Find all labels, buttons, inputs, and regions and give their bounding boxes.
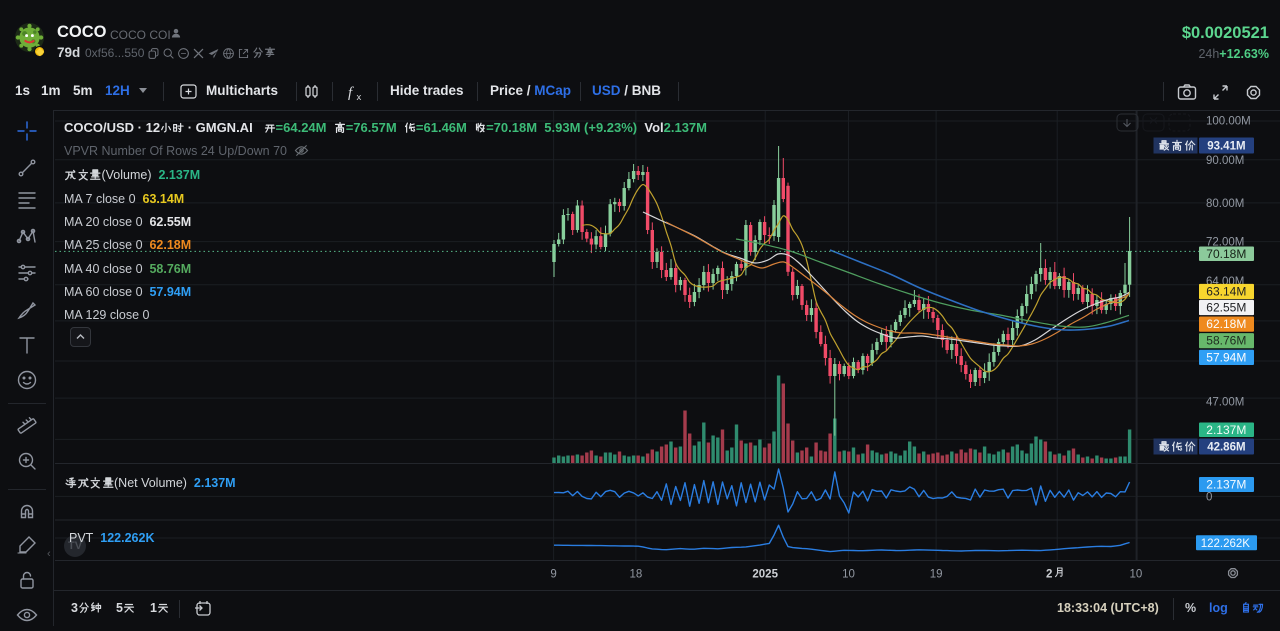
svg-text:9: 9 bbox=[550, 569, 556, 581]
svg-text:19: 19 bbox=[930, 569, 943, 581]
svg-text:90.00M: 90.00M bbox=[1206, 155, 1244, 167]
svg-text:2025: 2025 bbox=[752, 569, 778, 581]
svg-text:10: 10 bbox=[842, 569, 855, 581]
svg-text:2: 2 bbox=[1046, 569, 1052, 581]
svg-text:57.94M: 57.94M bbox=[1206, 350, 1246, 364]
svg-text:47.00M: 47.00M bbox=[1206, 396, 1244, 408]
svg-text:63.14M: 63.14M bbox=[1206, 285, 1246, 299]
svg-text:10: 10 bbox=[1130, 569, 1143, 581]
svg-text:72.00M: 72.00M bbox=[1206, 236, 1244, 248]
svg-text:0: 0 bbox=[1206, 491, 1212, 503]
svg-text:70.18M: 70.18M bbox=[1206, 247, 1246, 261]
svg-text:2.137M: 2.137M bbox=[1206, 478, 1246, 492]
svg-text:x: x bbox=[357, 92, 362, 102]
svg-text:80.00M: 80.00M bbox=[1206, 198, 1244, 210]
svg-text:58.76M: 58.76M bbox=[1206, 334, 1246, 348]
svg-text:93.41M: 93.41M bbox=[1207, 141, 1245, 153]
svg-text:18: 18 bbox=[630, 569, 643, 581]
svg-text:122.262K: 122.262K bbox=[1201, 538, 1251, 550]
svg-text:100.00M: 100.00M bbox=[1206, 116, 1251, 128]
svg-text:f: f bbox=[348, 85, 354, 101]
svg-text:62.55M: 62.55M bbox=[1206, 301, 1246, 315]
svg-text:42.86M: 42.86M bbox=[1207, 442, 1245, 454]
svg-text:62.18M: 62.18M bbox=[1206, 317, 1246, 331]
svg-text:2.137M: 2.137M bbox=[1206, 423, 1246, 437]
